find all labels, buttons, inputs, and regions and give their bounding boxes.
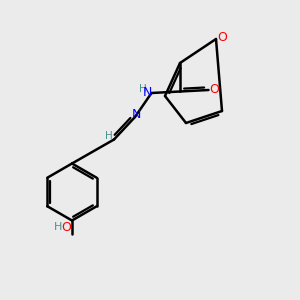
Text: N: N (132, 108, 141, 121)
Text: O: O (218, 31, 227, 44)
Text: N: N (143, 86, 153, 99)
Text: H: H (54, 221, 63, 232)
Text: H: H (105, 131, 112, 141)
Text: H: H (139, 84, 147, 94)
Text: O: O (209, 83, 219, 97)
Text: O: O (61, 220, 71, 234)
